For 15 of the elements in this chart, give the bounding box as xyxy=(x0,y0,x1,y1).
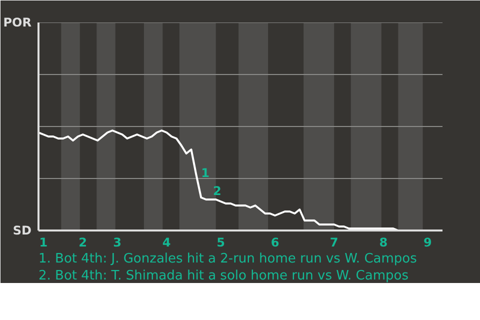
x-tick-label: 3 xyxy=(113,236,122,250)
x-tick-label: 2 xyxy=(78,236,88,250)
x-tick-label: 4 xyxy=(162,236,171,250)
x-tick-label: 5 xyxy=(216,236,225,250)
x-tick-label: 9 xyxy=(424,236,432,250)
x-tick-label: 1 xyxy=(39,236,48,250)
annotation: 1 xyxy=(201,166,210,180)
text: POR xyxy=(3,16,32,30)
text: 1. Bot 4th: J. Gonzales hit a 2-run home run vs W. Campos xyxy=(38,252,418,266)
x-tick-label: 8 xyxy=(379,236,388,250)
x-tick-label: 6 xyxy=(270,236,280,250)
text: SD xyxy=(12,224,32,238)
text: 2. Bot 4th: T. Shimada hit a solo home run vs W. Campos xyxy=(38,268,409,284)
x-tick-label: 7 xyxy=(330,236,338,250)
annotation: 2 xyxy=(212,184,222,198)
